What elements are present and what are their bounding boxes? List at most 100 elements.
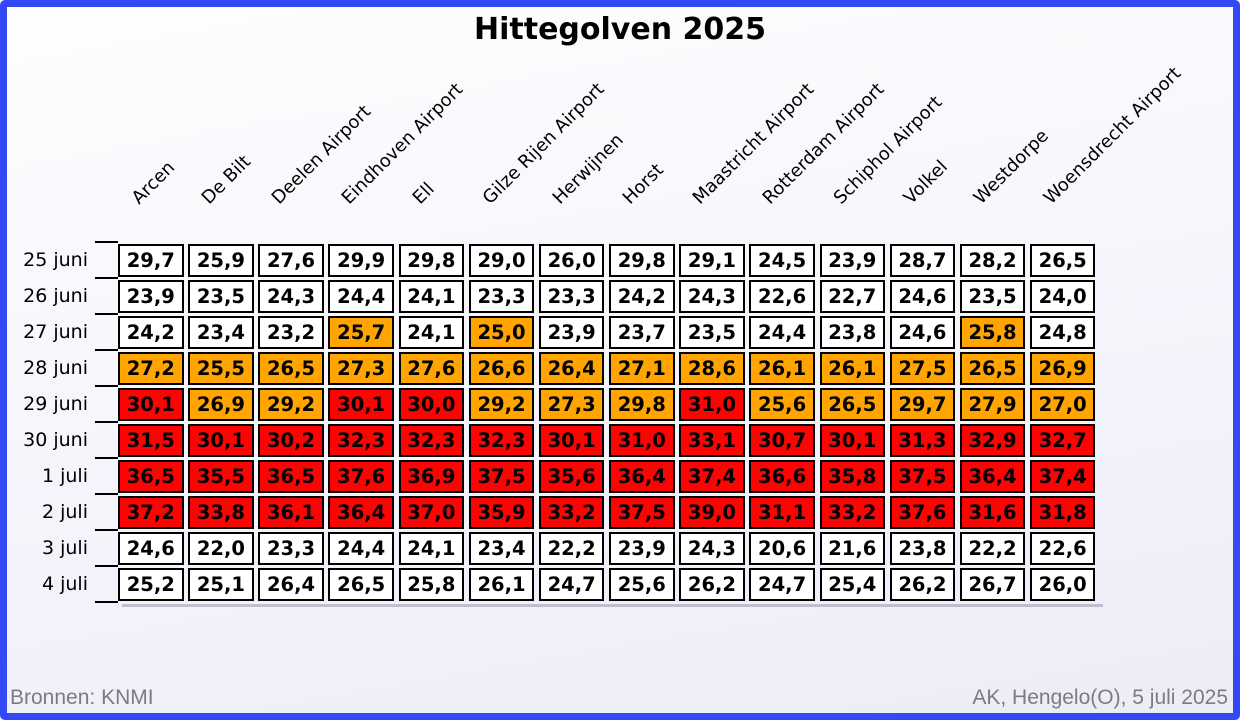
axis-tick [95, 601, 118, 603]
temp-cell: 37,2 [118, 495, 184, 529]
axis-tick [95, 277, 118, 279]
temp-cell: 32,3 [398, 423, 465, 457]
temp-cell: 33,8 [188, 495, 254, 529]
axis-tick [95, 529, 118, 531]
temp-cell: 26,5 [328, 567, 394, 601]
temp-cell: 25,6 [749, 387, 815, 421]
temp-cell: 22,7 [819, 279, 885, 313]
temp-cell: 23,4 [188, 315, 254, 349]
station-label: Arcen [127, 157, 180, 209]
temp-cell: 27,1 [609, 351, 675, 385]
temp-cell: 24,6 [118, 531, 184, 565]
temp-cell: 29,2 [258, 387, 324, 421]
temp-cell: 23,7 [609, 315, 675, 349]
source-note: Bronnen: KNMI [10, 686, 154, 709]
temp-cell: 26,2 [889, 567, 956, 601]
temp-cell: 30,1 [538, 423, 605, 457]
station-label: Horst [618, 159, 668, 209]
station-label: Volkel [899, 156, 952, 209]
temp-cell: 28,6 [679, 351, 745, 385]
temp-cell: 36,5 [118, 459, 184, 493]
temp-cell: 25,9 [188, 243, 254, 277]
temp-cell: 24,1 [398, 531, 465, 565]
credit-note: AK, Hengelo(O), 5 juli 2025 [972, 686, 1228, 709]
temp-cell: 26,4 [538, 351, 605, 385]
temp-cell: 36,4 [609, 459, 675, 493]
temp-cell: 26,1 [468, 567, 535, 601]
temp-cell: 29,2 [468, 387, 535, 421]
temp-cell: 24,2 [609, 279, 675, 313]
temp-cell: 29,8 [398, 243, 465, 277]
station-label: Rotterdam Airport [759, 78, 889, 209]
temp-cell: 24,3 [679, 279, 745, 313]
temp-cell: 36,4 [959, 459, 1026, 493]
temp-cell: 35,5 [188, 459, 254, 493]
temp-cell: 37,6 [889, 495, 956, 529]
temp-cell: 28,2 [959, 243, 1026, 277]
axis-tick [95, 493, 118, 495]
temp-cell: 33,2 [538, 495, 605, 529]
temp-cell: 23,3 [258, 531, 324, 565]
chart-title: Hittegolven 2025 [474, 12, 766, 47]
temp-cell: 25,2 [118, 567, 184, 601]
date-label: 28 juni [23, 357, 88, 379]
temp-cell: 36,1 [258, 495, 324, 529]
temp-cell: 29,0 [468, 243, 535, 277]
temp-cell: 26,6 [468, 351, 535, 385]
temp-cell: 26,7 [959, 567, 1026, 601]
temp-cell: 23,4 [468, 531, 535, 565]
date-label: 26 juni [23, 285, 88, 307]
temp-cell: 24,1 [398, 315, 465, 349]
temp-cell: 33,1 [679, 423, 745, 457]
temp-cell: 24,7 [749, 567, 815, 601]
temp-cell: 23,5 [188, 279, 254, 313]
temp-cell: 24,8 [1029, 315, 1096, 349]
axis-tick [95, 241, 118, 243]
temp-cell: 25,1 [188, 567, 254, 601]
temp-cell: 24,6 [889, 279, 956, 313]
temp-cell: 29,1 [679, 243, 745, 277]
temp-cell: 23,8 [889, 531, 956, 565]
temp-cell: 31,3 [889, 423, 956, 457]
temp-cell: 24,7 [538, 567, 605, 601]
date-label: 4 juli [41, 573, 88, 595]
station-label: Gilze Rijen Airport [478, 78, 609, 209]
temp-cell: 27,3 [538, 387, 605, 421]
temp-cell: 29,7 [889, 387, 956, 421]
temp-cell: 30,0 [398, 387, 465, 421]
temp-cell: 26,1 [749, 351, 815, 385]
temp-cell: 31,0 [679, 387, 745, 421]
temp-cell: 27,9 [959, 387, 1026, 421]
temp-cell: 31,5 [118, 423, 184, 457]
temp-cell: 24,5 [749, 243, 815, 277]
temp-cell: 30,1 [819, 423, 885, 457]
temp-cell: 26,0 [538, 243, 605, 277]
temp-cell: 22,6 [1029, 531, 1096, 565]
temp-cell: 24,3 [679, 531, 745, 565]
date-label: 1 juli [41, 465, 88, 487]
temp-cell: 23,9 [538, 315, 605, 349]
temp-cell: 24,2 [118, 315, 184, 349]
temp-cell: 26,5 [258, 351, 324, 385]
temp-cell: 21,6 [819, 531, 885, 565]
station-label: Maastricht Airport [688, 79, 819, 209]
temp-cell: 27,5 [889, 351, 956, 385]
temp-cell: 30,2 [258, 423, 324, 457]
temp-cell: 23,5 [959, 279, 1026, 313]
temp-cell: 23,3 [468, 279, 535, 313]
station-label: Westdorpe [969, 125, 1053, 209]
temp-cell: 26,9 [188, 387, 254, 421]
temp-cell: 35,8 [819, 459, 885, 493]
temp-cell: 26,2 [679, 567, 745, 601]
temp-cell: 31,0 [609, 423, 675, 457]
temp-cell: 23,9 [609, 531, 675, 565]
temp-cell: 25,8 [398, 567, 465, 601]
station-label: Eindhoven Airport [338, 79, 468, 209]
temp-cell: 37,5 [889, 459, 956, 493]
temp-cell: 32,9 [959, 423, 1026, 457]
temp-cell: 27,6 [258, 243, 324, 277]
date-label: 25 juni [23, 249, 88, 271]
temp-cell: 22,2 [538, 531, 605, 565]
temp-cell: 25,8 [959, 315, 1026, 349]
temp-cell: 33,2 [819, 495, 885, 529]
